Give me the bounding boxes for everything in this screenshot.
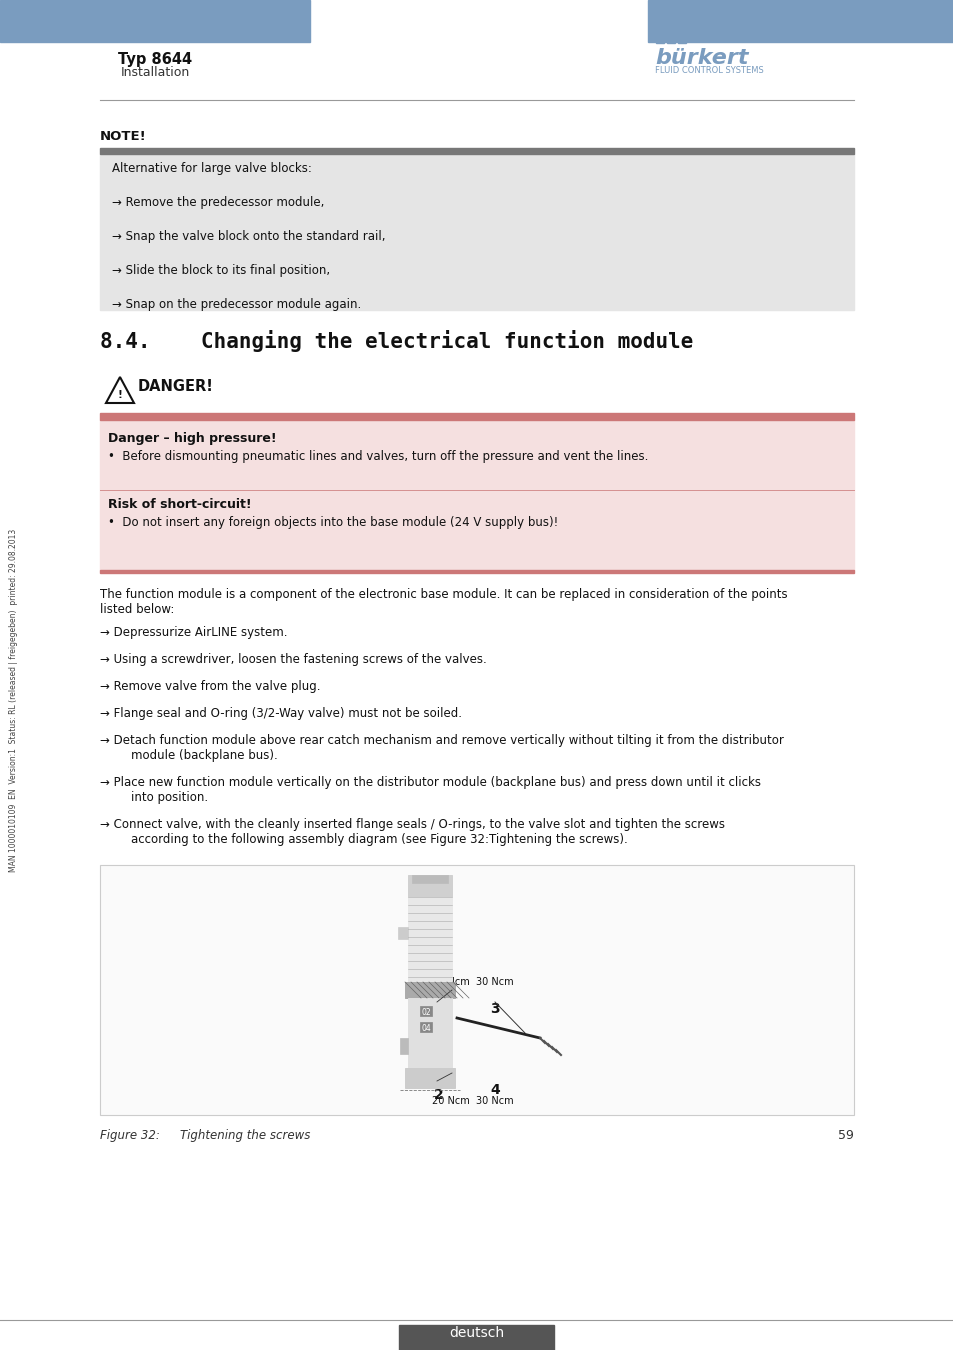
Text: according to the following assembly diagram (see Figure 32:Tightening the screws: according to the following assembly diag… — [116, 833, 627, 846]
Text: Risk of short-circuit!: Risk of short-circuit! — [108, 498, 252, 512]
Bar — [405, 1068, 455, 1088]
Text: → Place new function module vertically on the distributor module (backplane bus): → Place new function module vertically o… — [100, 776, 760, 788]
Text: → Snap on the predecessor module again.: → Snap on the predecessor module again. — [112, 298, 361, 311]
Text: → Using a screwdriver, loosen the fastening screws of the valves.: → Using a screwdriver, loosen the fasten… — [100, 653, 486, 666]
Bar — [398, 1324, 554, 1350]
Bar — [100, 148, 853, 154]
Text: listed below:: listed below: — [100, 603, 174, 616]
Bar — [647, 0, 953, 42]
Bar — [399, 1038, 408, 1054]
Text: → Flange seal and O-ring (3/2-Way valve) must not be soiled.: → Flange seal and O-ring (3/2-Way valve)… — [100, 707, 461, 720]
Text: Alternative for large valve blocks:: Alternative for large valve blocks: — [112, 162, 312, 176]
Text: !: ! — [117, 390, 122, 400]
Text: NOTE!: NOTE! — [100, 130, 147, 143]
Text: 3: 3 — [490, 1002, 499, 1017]
Bar — [405, 981, 455, 998]
Text: 02: 02 — [421, 1008, 431, 1017]
Text: •  Before dismounting pneumatic lines and valves, turn off the pressure and vent: • Before dismounting pneumatic lines and… — [108, 450, 648, 463]
Bar — [419, 1022, 432, 1031]
Text: 1: 1 — [434, 1008, 443, 1023]
Text: Danger – high pressure!: Danger – high pressure! — [108, 432, 276, 446]
Bar — [678, 40, 685, 43]
Bar — [408, 998, 452, 1068]
Text: 2: 2 — [434, 1088, 443, 1102]
Bar — [666, 40, 675, 43]
Text: 59: 59 — [838, 1129, 853, 1142]
Bar — [100, 570, 853, 572]
Text: MAN 1000010109  EN  Version:1  Status: RL (released | freigegeben)  printed: 29.: MAN 1000010109 EN Version:1 Status: RL (… — [10, 528, 18, 872]
Text: The function module is a component of the electronic base module. It can be repl: The function module is a component of th… — [100, 589, 787, 601]
Text: Figure 32:: Figure 32: — [100, 1129, 160, 1142]
Text: into position.: into position. — [116, 791, 208, 805]
Bar — [100, 413, 853, 420]
Bar — [100, 154, 853, 310]
Text: Tightening the screws: Tightening the screws — [165, 1129, 310, 1142]
Text: → Connect valve, with the cleanly inserted flange seals / O-rings, to the valve : → Connect valve, with the cleanly insert… — [100, 818, 724, 832]
Bar — [100, 865, 853, 1115]
Text: 4: 4 — [490, 1083, 499, 1098]
Bar — [100, 865, 853, 1115]
Text: module (backplane bus).: module (backplane bus). — [116, 749, 277, 761]
Text: DANGER!: DANGER! — [138, 379, 213, 394]
Bar — [408, 896, 452, 981]
Text: → Snap the valve block onto the standard rail,: → Snap the valve block onto the standard… — [112, 230, 385, 243]
Text: 20 Ncm  30 Ncm: 20 Ncm 30 Ncm — [432, 1096, 513, 1106]
Bar — [100, 420, 853, 570]
Text: → Remove the predecessor module,: → Remove the predecessor module, — [112, 196, 324, 209]
Polygon shape — [106, 377, 133, 404]
Bar — [419, 1006, 432, 1017]
Text: Installation: Installation — [120, 66, 190, 80]
Text: 20 Ncm  30 Ncm: 20 Ncm 30 Ncm — [432, 977, 513, 987]
Text: → Detach function module above rear catch mechanism and remove vertically withou: → Detach function module above rear catc… — [100, 734, 783, 747]
Bar — [412, 875, 448, 883]
Text: Typ 8644: Typ 8644 — [118, 53, 192, 68]
Text: 04: 04 — [421, 1025, 432, 1033]
Bar — [0, 0, 310, 42]
Bar — [408, 875, 452, 896]
Text: 8.4.    Changing the electrical function module: 8.4. Changing the electrical function mo… — [100, 329, 693, 352]
Bar — [397, 927, 408, 940]
Text: deutsch: deutsch — [449, 1326, 504, 1341]
Text: → Slide the block to its final position,: → Slide the block to its final position, — [112, 265, 330, 277]
Text: •  Do not insert any foreign objects into the base module (24 V supply bus)!: • Do not insert any foreign objects into… — [108, 516, 558, 529]
Bar — [656, 40, 663, 43]
Text: FLUID CONTROL SYSTEMS: FLUID CONTROL SYSTEMS — [655, 66, 763, 76]
Text: → Remove valve from the valve plug.: → Remove valve from the valve plug. — [100, 680, 320, 693]
Text: bürkert: bürkert — [655, 49, 748, 68]
Text: → Depressurize AirLINE system.: → Depressurize AirLINE system. — [100, 626, 287, 639]
